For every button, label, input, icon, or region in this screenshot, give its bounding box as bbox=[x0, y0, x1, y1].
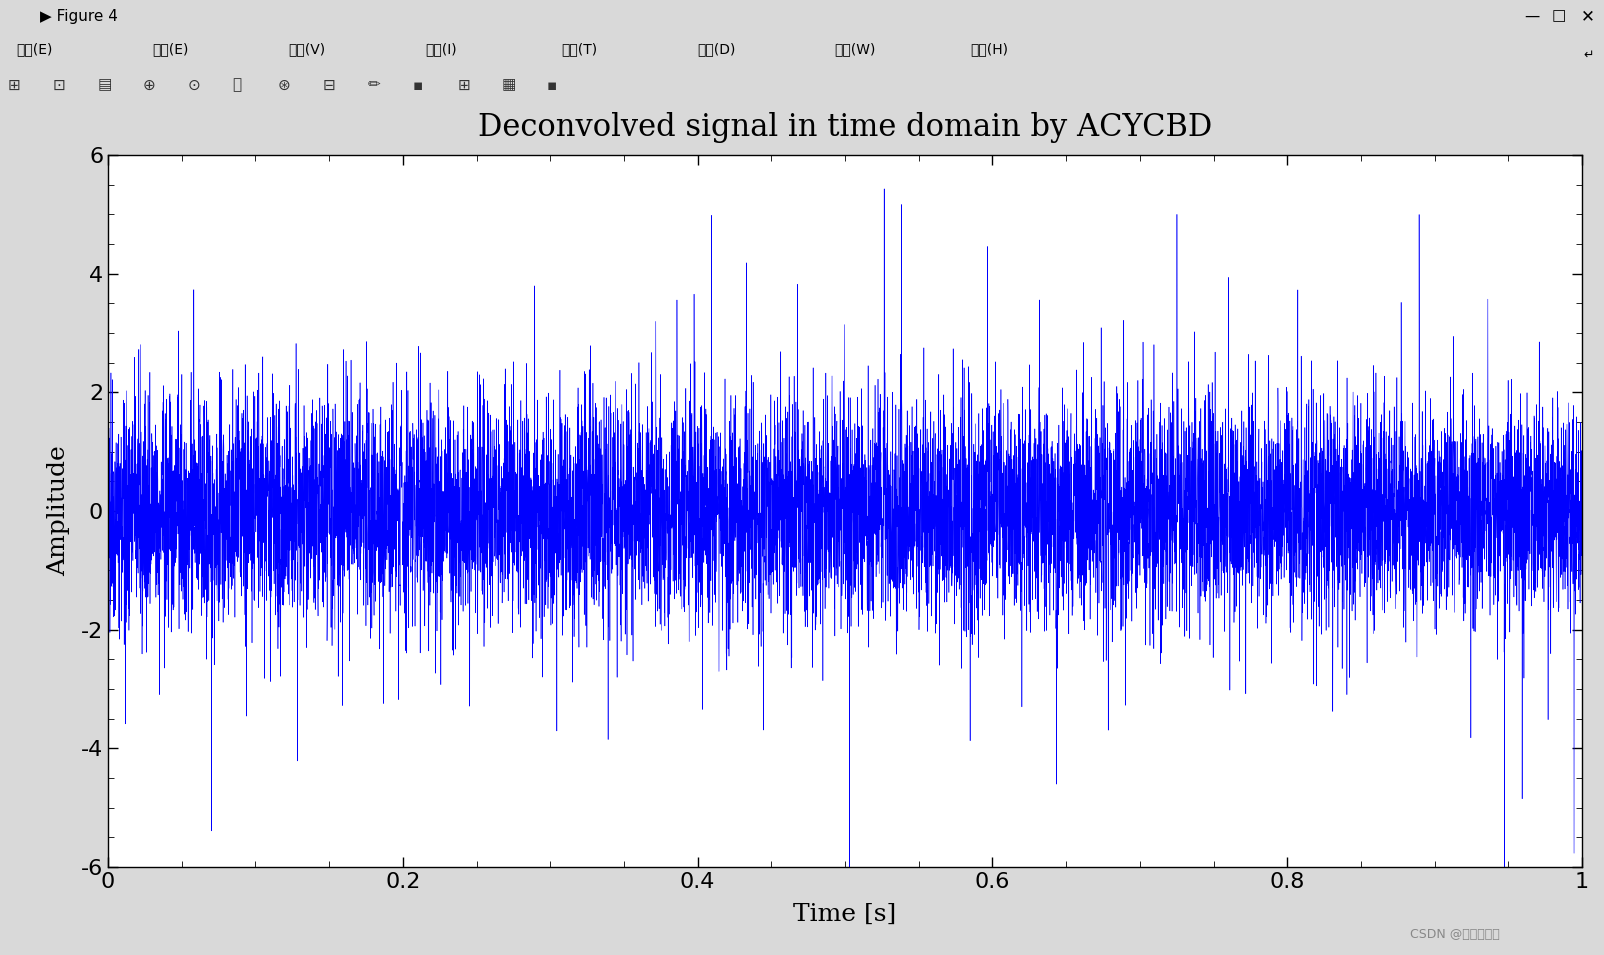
Text: ▪: ▪ bbox=[412, 77, 422, 93]
Text: 插入(I): 插入(I) bbox=[425, 42, 457, 56]
Text: —: — bbox=[1524, 9, 1540, 24]
Text: ↵: ↵ bbox=[1583, 49, 1594, 62]
Text: 编辑(E): 编辑(E) bbox=[152, 42, 189, 56]
Text: ⊡: ⊡ bbox=[53, 77, 66, 93]
Text: ▪: ▪ bbox=[547, 77, 557, 93]
Text: ⊙: ⊙ bbox=[188, 77, 200, 93]
Text: CSDN @茹枝科研社: CSDN @茹枝科研社 bbox=[1410, 927, 1500, 941]
Text: ✋: ✋ bbox=[233, 77, 242, 93]
Text: ⊕: ⊕ bbox=[143, 77, 156, 93]
X-axis label: Time [s]: Time [s] bbox=[794, 903, 897, 926]
Text: ⊞: ⊞ bbox=[457, 77, 470, 93]
Text: 查看(V): 查看(V) bbox=[289, 42, 326, 56]
Text: □: □ bbox=[1553, 9, 1566, 24]
Text: 窗口(W): 窗口(W) bbox=[834, 42, 876, 56]
Text: ▶ Figure 4: ▶ Figure 4 bbox=[40, 9, 119, 24]
Text: ⊟: ⊟ bbox=[322, 77, 335, 93]
Text: 文件(E): 文件(E) bbox=[16, 42, 53, 56]
Text: ⊛: ⊛ bbox=[277, 77, 290, 93]
Text: ✕: ✕ bbox=[1582, 7, 1594, 25]
Text: ▦: ▦ bbox=[502, 77, 516, 93]
Y-axis label: Amplitude: Amplitude bbox=[47, 446, 71, 577]
Text: 工具(T): 工具(T) bbox=[561, 42, 598, 56]
Text: 帮助(H): 帮助(H) bbox=[970, 42, 1009, 56]
Text: ✏: ✏ bbox=[367, 77, 380, 93]
Title: Deconvolved signal in time domain by ACYCBD: Deconvolved signal in time domain by ACY… bbox=[478, 112, 1213, 142]
Text: ⊞: ⊞ bbox=[8, 77, 21, 93]
Text: ▤: ▤ bbox=[98, 77, 112, 93]
Text: 桌面(D): 桌面(D) bbox=[698, 42, 736, 56]
